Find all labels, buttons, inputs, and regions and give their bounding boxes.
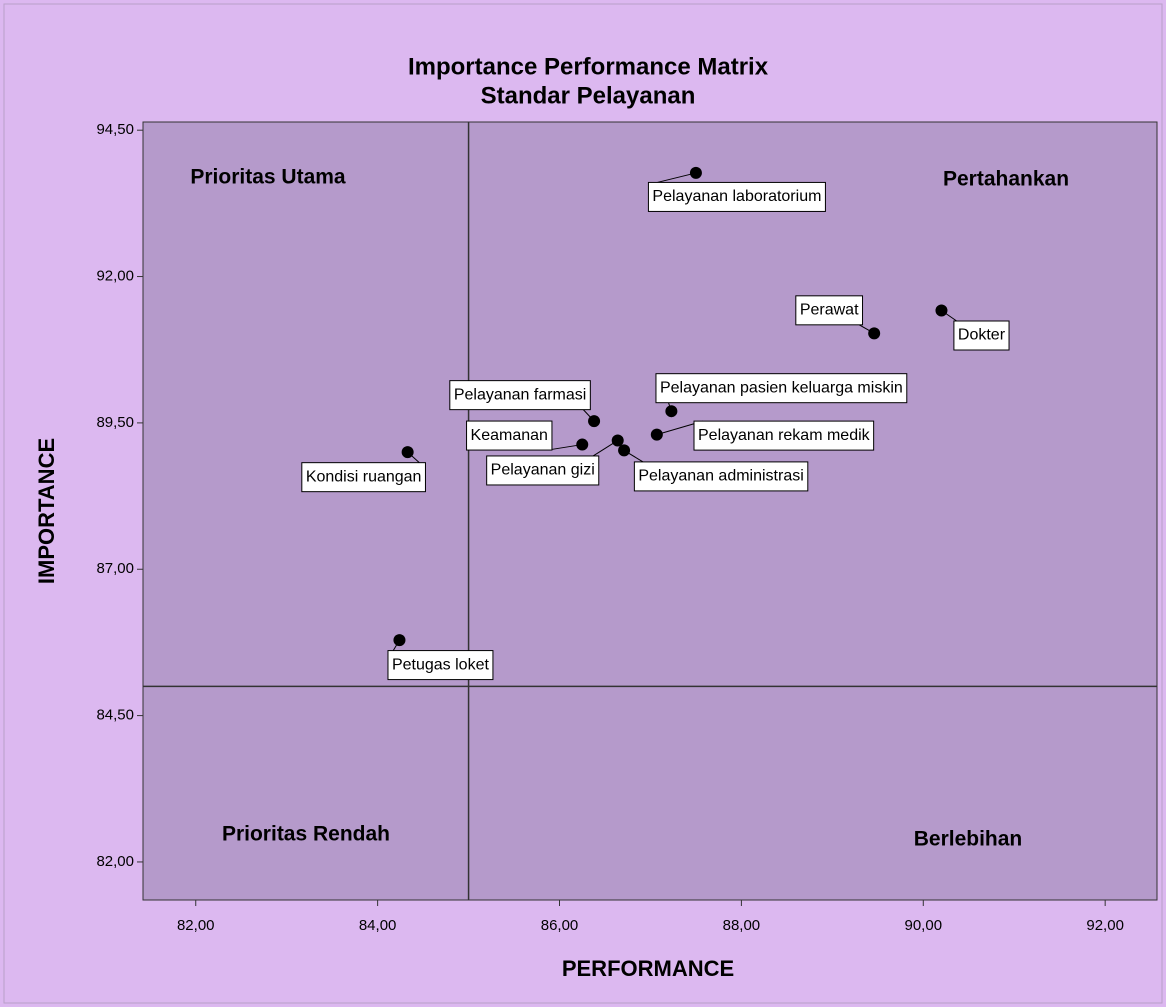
point	[650, 428, 663, 441]
quadrant-label: Berlebihan	[914, 828, 1023, 851]
label-box	[387, 650, 494, 681]
label-box	[449, 380, 591, 411]
plot-area	[142, 121, 1158, 901]
point-label: Perawat	[800, 302, 859, 319]
point-label: Petugas loket	[392, 656, 490, 673]
label-box	[486, 455, 600, 486]
label-box	[633, 461, 809, 492]
leader-line	[657, 172, 697, 183]
point-label: Keamanan	[471, 427, 548, 444]
point-label: Pelayanan administrasi	[638, 468, 803, 485]
label-box	[795, 295, 864, 326]
point	[576, 438, 589, 451]
chart-subtitle: Standar Pelayanan	[481, 82, 696, 109]
quadrant-label: Prioritas Rendah	[222, 823, 390, 846]
x-tick-label: 88,00	[723, 917, 761, 934]
point-label: Pelayanan rekam medik	[698, 427, 871, 444]
point-label: Pelayanan gizi	[491, 462, 595, 479]
point-label: Pelayanan pasien keluarga miskin	[660, 379, 903, 396]
x-tick-label: 90,00	[905, 917, 943, 934]
y-tick-label: 92,00	[96, 268, 134, 285]
label-box	[693, 420, 875, 451]
label-box	[647, 181, 826, 212]
x-tick-label: 86,00	[541, 917, 579, 934]
y-tick-label: 87,00	[96, 560, 134, 577]
label-box	[655, 373, 908, 404]
point	[401, 446, 414, 459]
point	[611, 434, 624, 447]
x-tick-label: 84,00	[359, 917, 397, 934]
x-tick-label: 82,00	[177, 917, 215, 934]
chart-title: Importance Performance Matrix	[408, 53, 769, 80]
point	[393, 634, 406, 647]
point-label: Kondisi ruangan	[306, 468, 422, 485]
y-tick-label: 84,50	[96, 707, 134, 724]
quadrant-label: Pertahankan	[943, 168, 1069, 191]
point	[588, 415, 601, 428]
label-box	[301, 462, 426, 493]
y-axis-label: IMPORTANCE	[34, 438, 59, 584]
point-label: Pelayanan laboratorium	[652, 188, 821, 205]
x-axis-label: PERFORMANCE	[562, 956, 734, 981]
point	[868, 327, 881, 340]
point	[935, 304, 948, 317]
y-tick-label: 89,50	[96, 414, 134, 431]
point	[618, 444, 631, 457]
point-label: Dokter	[958, 327, 1006, 344]
y-tick-label: 94,50	[96, 121, 134, 138]
x-tick-label: 92,00	[1086, 917, 1124, 934]
y-tick-label: 82,00	[96, 853, 134, 870]
label-box	[466, 420, 553, 451]
quadrant-label: Prioritas Utama	[190, 166, 346, 189]
point	[665, 405, 678, 418]
point	[689, 166, 702, 179]
point-label: Pelayanan farmasi	[454, 386, 587, 403]
label-box	[953, 320, 1010, 351]
